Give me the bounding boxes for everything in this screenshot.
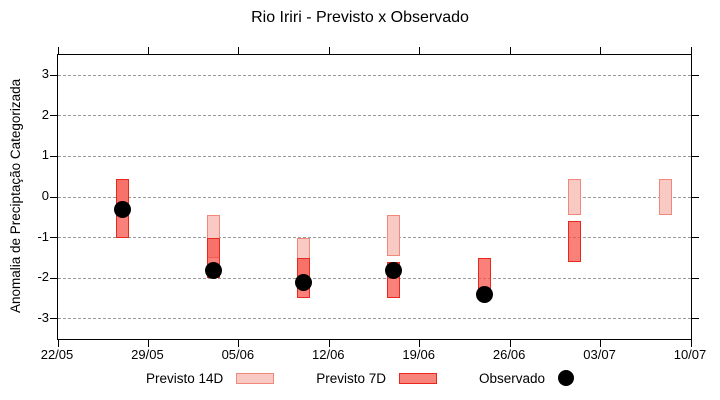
range-bar-previsto-7d	[568, 221, 582, 262]
x-tick-top	[328, 47, 330, 54]
x-tick-label: 05/06	[221, 347, 255, 362]
x-tick-label: 19/06	[402, 347, 435, 362]
y-tick-left	[50, 237, 57, 239]
x-tick-label: 26/06	[492, 347, 526, 362]
y-tick-left	[50, 74, 57, 76]
gridline-y2	[58, 115, 691, 117]
x-tick-label: 10/07	[673, 347, 707, 362]
x-tick-bottom	[57, 340, 59, 347]
gridline-y3	[58, 74, 691, 76]
range-bar-previsto-14d	[387, 215, 401, 256]
y-tick-right	[692, 237, 699, 239]
x-tick-bottom	[238, 340, 240, 347]
range-bar-previsto-14d	[568, 178, 582, 216]
gridline-y-1	[58, 237, 691, 239]
gridline-y-2	[58, 277, 691, 279]
x-tick-bottom	[509, 340, 511, 347]
x-tick-top	[238, 47, 240, 54]
observed-point	[385, 261, 403, 279]
x-tick-bottom	[690, 340, 692, 347]
y-tick-left	[50, 196, 57, 198]
gridline-y-3	[58, 318, 691, 320]
legend-item-previsto-7d: Previsto 7D	[316, 370, 438, 386]
y-tick-label: -2	[37, 269, 49, 285]
x-tick-label: 03/07	[583, 347, 616, 362]
x-tick-top	[147, 47, 149, 54]
x-tick-top	[419, 47, 421, 54]
y-tick-label: 2	[41, 106, 49, 122]
x-tick-label: 29/05	[131, 347, 164, 362]
observed-point	[114, 200, 132, 218]
x-tick-bottom	[600, 340, 602, 347]
y-tick-label: -1	[37, 228, 49, 244]
x-tick-top	[57, 47, 59, 54]
observed-point	[475, 285, 493, 303]
y-tick-right	[692, 74, 699, 76]
x-tick-top	[509, 47, 511, 54]
y-tick-right	[692, 196, 699, 198]
gridline-y0	[58, 196, 691, 198]
x-tick-bottom	[328, 340, 330, 347]
observed-point	[294, 273, 312, 291]
y-tick-label: 0	[41, 188, 49, 203]
y-tick-right	[692, 277, 699, 279]
plot-area	[50, 47, 699, 347]
x-tick-top	[600, 47, 602, 54]
y-tick-label: 3	[41, 66, 49, 82]
y-tick-left	[50, 318, 57, 320]
y-tick-left	[50, 277, 57, 279]
legend-label-previsto-14d: Previsto 14D	[145, 370, 224, 386]
legend-swatch-observado-icon	[558, 370, 575, 386]
x-tick-top	[690, 47, 692, 54]
legend-swatch-previsto-14d-icon	[236, 372, 275, 384]
y-tick-label: -3	[37, 309, 49, 325]
legend-item-previsto-14d: Previsto 14D	[145, 370, 275, 386]
y-tick-left	[50, 115, 57, 117]
range-bar-previsto-14d	[658, 178, 672, 216]
y-tick-right	[692, 155, 699, 157]
legend-swatch-previsto-7d-icon	[399, 372, 438, 384]
y-tick-right	[692, 115, 699, 117]
chart-title: Rio Iriri - Previsto x Observado	[251, 9, 469, 26]
y-tick-label: 1	[41, 147, 49, 163]
x-tick-label: 12/06	[312, 347, 345, 362]
y-tick-left	[50, 155, 57, 157]
x-tick-bottom	[147, 340, 149, 347]
observed-point	[204, 261, 222, 279]
legend: Previsto 14D Previsto 7D Observado	[0, 370, 720, 386]
legend-label-previsto-7d: Previsto 7D	[316, 370, 387, 386]
gridline-y1	[58, 155, 691, 157]
x-tick-label: 22/05	[40, 347, 74, 362]
legend-label-observado: Observado	[479, 370, 546, 386]
x-tick-bottom	[419, 340, 421, 347]
y-tick-right	[692, 318, 699, 320]
legend-item-observado: Observado	[479, 370, 575, 386]
